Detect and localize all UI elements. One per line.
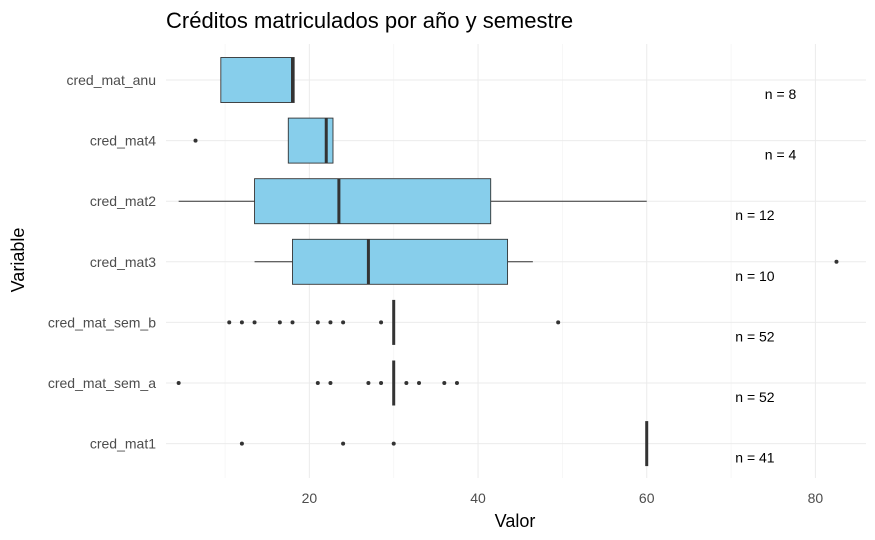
outlier-point	[556, 320, 561, 325]
outlier-point	[442, 381, 447, 385]
box	[220, 57, 295, 103]
outlier-point	[328, 381, 333, 385]
outlier-point	[341, 320, 346, 325]
outlier-point	[404, 381, 409, 385]
count-label: n = 41	[735, 450, 775, 466]
y-tick-label: cred_mat3	[90, 254, 156, 270]
y-tick-label: cred_mat_anu	[66, 72, 156, 88]
outlier-point	[277, 320, 282, 325]
outlier-point	[391, 441, 396, 446]
outlier-point	[379, 381, 384, 385]
outlier-point	[454, 381, 459, 385]
count-label: n = 8	[765, 86, 797, 102]
x-tick-label: 80	[808, 490, 824, 506]
count-label: n = 52	[735, 389, 775, 405]
count-label: n = 52	[735, 328, 775, 344]
x-tick-label: 60	[639, 490, 655, 506]
count-label: n = 4	[765, 147, 797, 163]
outlier-point	[379, 320, 384, 325]
tick-labels: 20 40 60 80 cred_mat_anu cred_mat4 cred_mat2cr…	[48, 72, 824, 506]
x-tick-label: 40	[470, 490, 486, 506]
y-tick-label: cred_mat_sem_a	[48, 375, 156, 391]
box-marks	[176, 57, 839, 467]
outlier-point	[239, 320, 244, 325]
outlier-point	[193, 138, 198, 143]
outlier-point	[252, 320, 257, 325]
outlier-point	[227, 320, 232, 325]
chart-title: Créditos matriculados por año y semestre	[166, 8, 573, 33]
outlier-point	[834, 259, 839, 264]
y-tick-label: cred_mat1	[90, 436, 156, 452]
count-label: n = 10	[735, 268, 775, 284]
outlier-point	[315, 320, 320, 325]
box	[254, 178, 492, 225]
outlier-point	[366, 381, 371, 385]
outlier-point	[341, 441, 346, 446]
outlier-point	[315, 381, 320, 385]
outlier-point	[239, 441, 244, 446]
y-tick-label: cred_mat2	[90, 193, 156, 209]
outlier-point	[328, 320, 333, 325]
box	[292, 238, 509, 285]
y-tick-label: cred_mat4	[90, 133, 156, 149]
outlier-point	[417, 381, 422, 385]
y-tick-label: cred_mat_sem_b	[48, 314, 156, 330]
outlier-point	[176, 381, 181, 385]
grid-lines	[166, 44, 866, 478]
y-axis-title: Variable	[8, 228, 28, 293]
outlier-point	[290, 320, 295, 325]
x-axis-title: Valor	[495, 511, 536, 531]
x-tick-label: 20	[302, 490, 318, 506]
count-label: n = 12	[735, 207, 775, 223]
count-labels: n = 8 n = 4 n = 12 n = 10 n = 52 n = 52 n = 41	[735, 86, 796, 466]
